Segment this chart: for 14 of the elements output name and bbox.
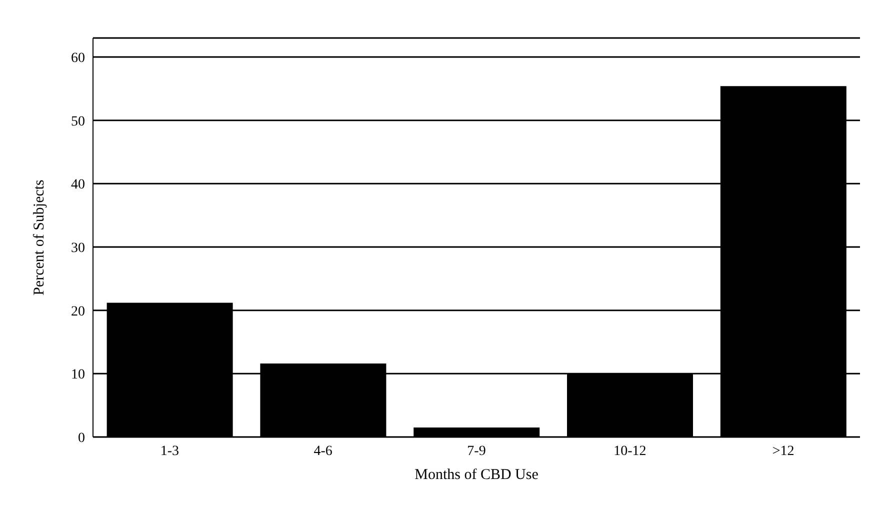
y-tick-label: 50 — [71, 114, 85, 130]
x-tick-label: 1-3 — [160, 444, 180, 459]
y-tick-label: 0 — [78, 430, 85, 446]
y-tick-label: 40 — [71, 178, 85, 193]
y-axis-title: Percent of Subjects — [31, 179, 48, 296]
y-tick-label: 10 — [71, 368, 85, 383]
x-tick-label: 4-6 — [314, 444, 332, 459]
x-axis-title: Months of CBD Use — [414, 467, 539, 483]
y-tick-label: 20 — [71, 304, 85, 320]
x-tick-label: 7-9 — [467, 444, 486, 459]
y-tick-label: 30 — [71, 240, 85, 256]
x-tick-label: 10-12 — [614, 444, 646, 459]
x-tick-label: >12 — [772, 444, 794, 459]
y-tick-label: 60 — [71, 50, 85, 66]
